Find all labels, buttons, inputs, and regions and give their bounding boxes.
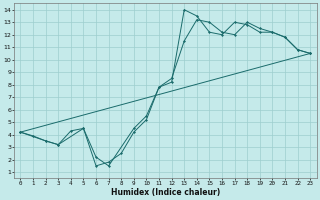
X-axis label: Humidex (Indice chaleur): Humidex (Indice chaleur) bbox=[111, 188, 220, 197]
